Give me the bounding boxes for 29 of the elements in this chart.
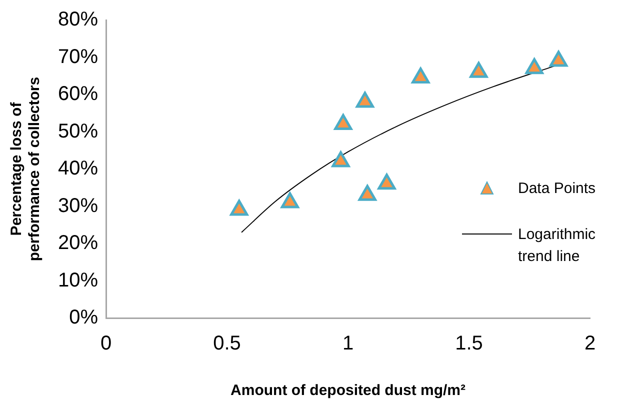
point bbox=[230, 200, 248, 216]
x-tick-label: 1.5 bbox=[455, 332, 483, 355]
legend-label: Logarithmic trend line bbox=[518, 225, 597, 267]
y-tick-label: 50% bbox=[58, 120, 98, 142]
y-tick-label: 0% bbox=[69, 306, 98, 329]
point bbox=[332, 151, 350, 168]
point bbox=[358, 184, 376, 201]
x-tick-label: 2 bbox=[584, 332, 596, 355]
y-tick-label: 40% bbox=[58, 158, 98, 180]
x-tick-label: 1 bbox=[342, 332, 354, 355]
x-tick-label: 0.5 bbox=[213, 332, 241, 355]
point bbox=[549, 50, 568, 67]
point bbox=[470, 62, 488, 78]
point bbox=[412, 67, 430, 84]
point bbox=[525, 58, 544, 74]
y-tick-label: 80% bbox=[58, 8, 98, 31]
y-tick-label: 70% bbox=[58, 46, 98, 68]
x-tick-label: 0 bbox=[100, 332, 112, 355]
legend-label: Data Points bbox=[518, 179, 597, 199]
point bbox=[334, 114, 352, 130]
x-axis-title: Amount of deposited dust mg/m² bbox=[230, 382, 466, 400]
y-tick-label: 10% bbox=[58, 269, 98, 292]
y-tick-label: 60% bbox=[58, 83, 98, 106]
y-tick-label: 20% bbox=[58, 232, 98, 254]
y-tick-label: 30% bbox=[58, 194, 98, 217]
point bbox=[378, 174, 396, 190]
point bbox=[356, 92, 374, 108]
y-axis-title: Percentage loss of performance of collectors bbox=[8, 76, 44, 262]
point bbox=[280, 192, 299, 208]
